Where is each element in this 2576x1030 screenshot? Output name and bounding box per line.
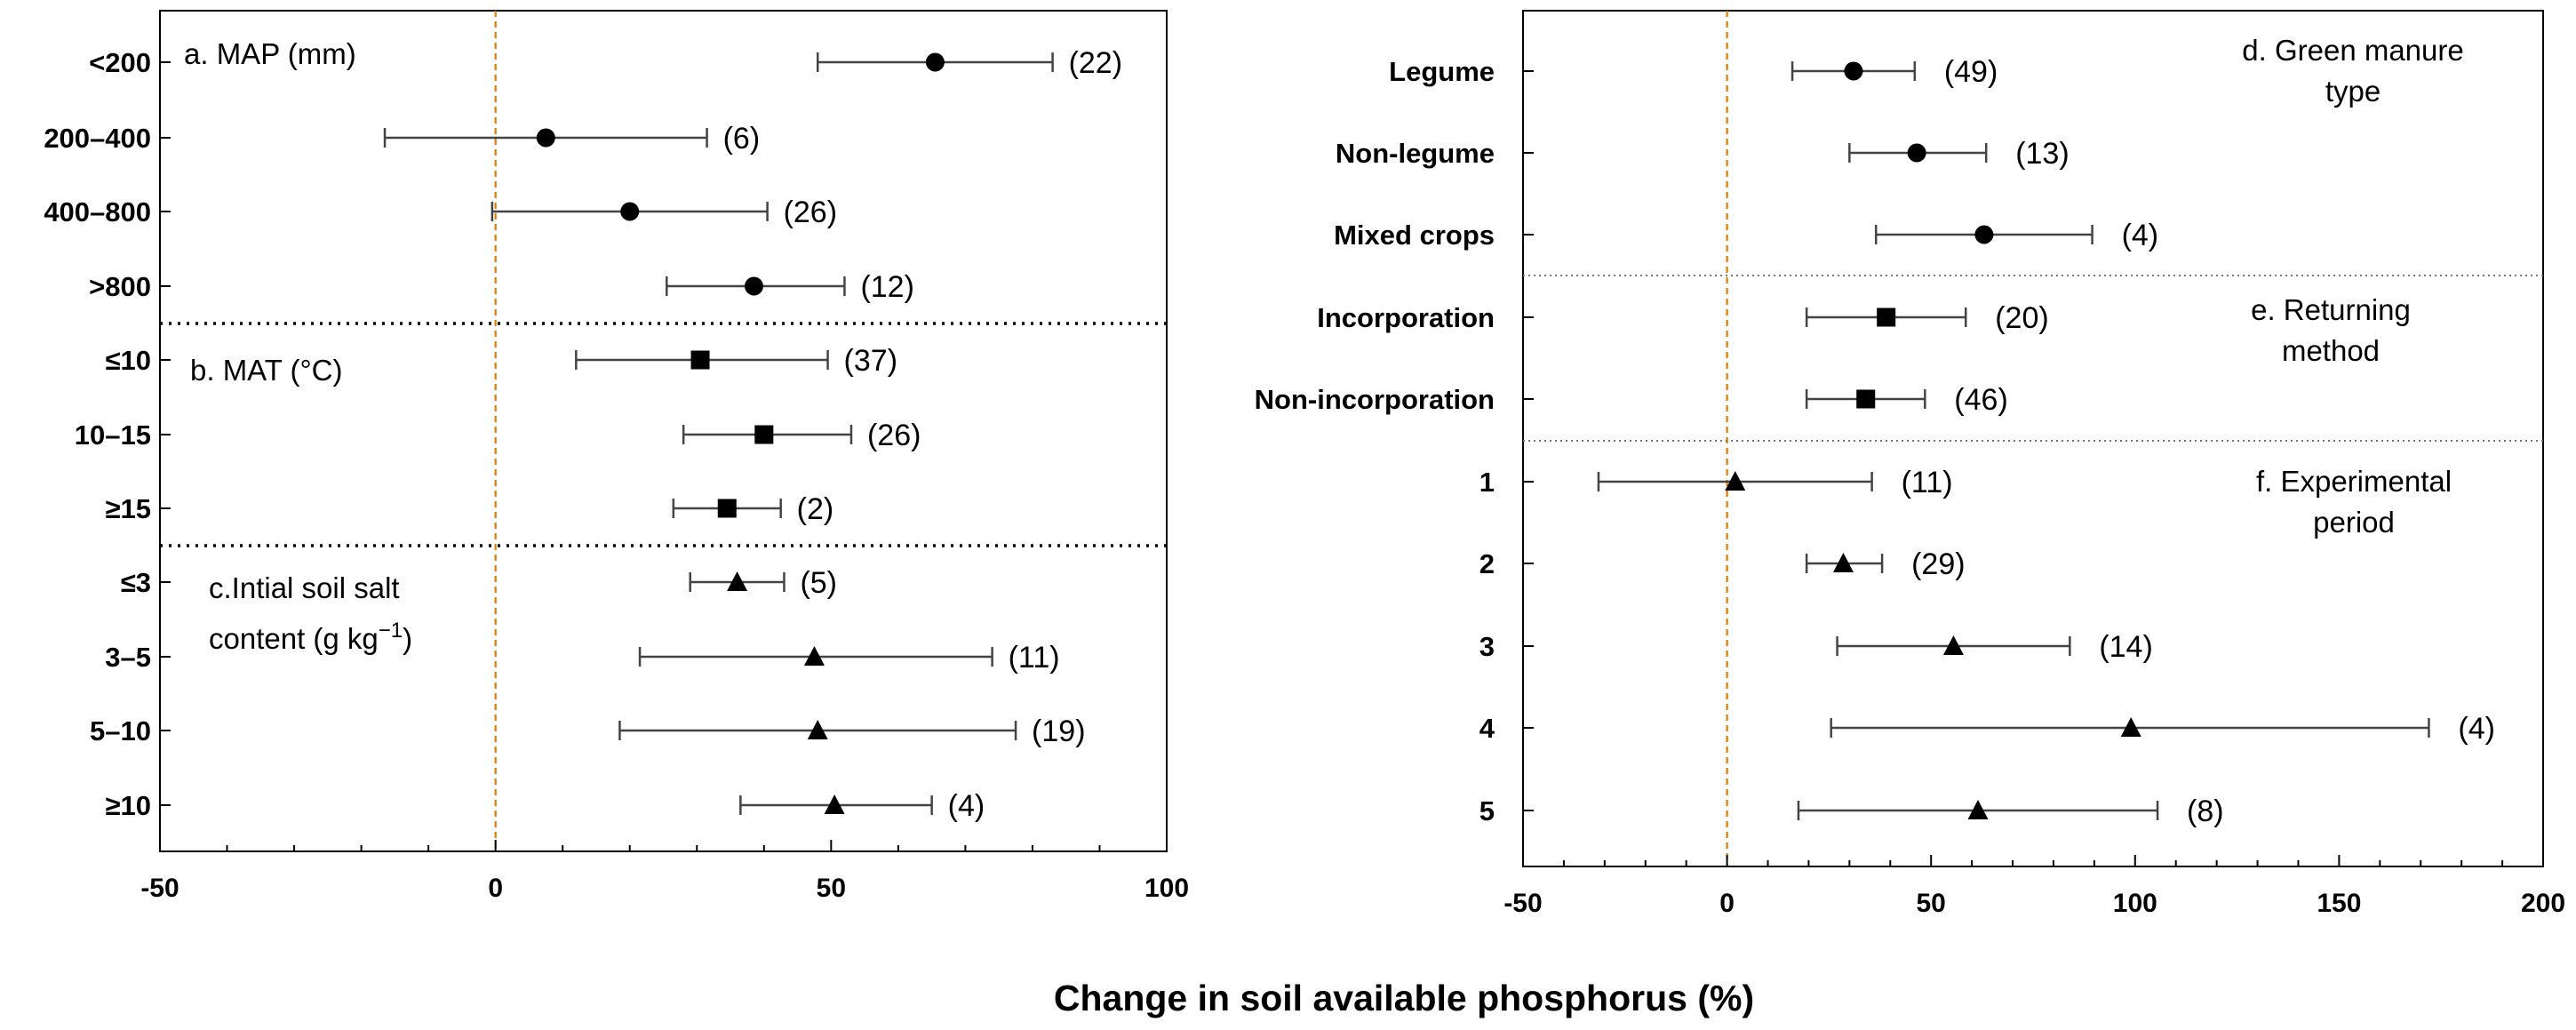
sample-size-label: (26) (784, 196, 837, 229)
panel-right-section-title: method (2282, 334, 2380, 367)
sample-size-label: (46) (1954, 383, 2007, 417)
panel-left-section-title: b. MAT (°C) (190, 354, 342, 387)
sample-size-label: (11) (1009, 641, 1060, 675)
data-point-square (690, 350, 710, 370)
data-point-triangle (807, 720, 828, 739)
panel-left-y-label: >800 (89, 271, 151, 302)
panel-right-y-label: Non-incorporation (1255, 384, 1495, 415)
panel-left-y-label: ≥10 (106, 790, 152, 821)
sample-size-label: (4) (2458, 712, 2495, 746)
sample-size-label: (6) (723, 122, 761, 156)
data-point-square (1877, 307, 1896, 327)
panel-right-section-title: period (2313, 506, 2395, 539)
sample-size-label: (13) (2015, 137, 2069, 171)
panel-left-y-label: 200–400 (44, 123, 151, 154)
sample-size-label: (20) (1995, 301, 2048, 335)
suffix: ) (403, 622, 412, 655)
panel-right-frame (1522, 10, 2544, 867)
panel-right-y-label: 5 (1479, 795, 1495, 826)
data-point-triangle (1942, 635, 1964, 655)
panel-right-y-label: Non-legume (1336, 138, 1495, 169)
data-point-circle (1907, 143, 1926, 163)
panel-right-y-label: Mixed crops (1334, 220, 1495, 251)
sample-size-label: (22) (1069, 46, 1122, 80)
panel-left-y-label: <200 (89, 47, 151, 78)
panel-right-section-title: f. Experimental (2256, 465, 2452, 498)
sample-size-label: (14) (2099, 630, 2152, 664)
panel-right-y-label: Legume (1389, 56, 1495, 87)
panel-right-y-label: 4 (1479, 713, 1495, 744)
sample-size-label: (8) (2187, 794, 2224, 828)
sample-size-label: (49) (1944, 55, 1998, 89)
sample-size-label: (29) (1911, 547, 1965, 581)
panel-left-x-tick-label: 100 (1144, 874, 1189, 903)
panel-left-section-title: content (g kg−1) (209, 619, 412, 655)
data-point-triangle (1967, 800, 1989, 819)
data-point-circle (620, 202, 640, 221)
panel-right-x-tick-label: 200 (2521, 889, 2565, 918)
sample-size-label: (37) (844, 344, 897, 378)
panel-right-x-tick-label: 100 (2113, 889, 2157, 918)
panel-left-x-tick-label: 0 (488, 874, 503, 903)
panel-left-y-label: ≥15 (106, 493, 152, 524)
x-axis-title: Change in soil available phosphorus (%) (1054, 978, 1754, 1018)
panel-right-y-label: 1 (1479, 467, 1495, 498)
panel-right-y-label: Incorporation (1317, 302, 1495, 333)
panel-right-section-title: d. Green manure (2242, 34, 2463, 67)
panel-left-y-label: 3–5 (105, 642, 151, 673)
panel-left-frame (159, 10, 1168, 852)
data-point-triangle (824, 794, 845, 814)
data-point-square (717, 499, 737, 518)
data-point-square (1856, 389, 1876, 409)
data-point-square (754, 425, 774, 444)
sample-size-label: (11) (1902, 466, 1953, 499)
data-point-circle (1844, 61, 1863, 81)
superscript: −1 (379, 619, 403, 643)
panel-right-x-tick-label: 50 (1917, 889, 1946, 918)
panel-right-x-tick-label: 150 (2317, 889, 2361, 918)
panel-left-section-title: a. MAP (mm) (184, 37, 356, 70)
panel-left-y-label: ≤3 (121, 567, 151, 598)
data-point-circle (536, 128, 555, 148)
panel-right-section-title: e. Returning (2251, 293, 2411, 326)
data-point-circle (925, 52, 945, 72)
data-point-circle (1974, 225, 1994, 244)
data-point-triangle (1725, 471, 1746, 491)
sample-size-label: (2) (797, 492, 834, 526)
sample-size-label: (12) (860, 270, 913, 304)
sample-size-label: (5) (800, 566, 837, 600)
panel-right-y-label: 3 (1479, 631, 1495, 662)
data-point-triangle (803, 646, 825, 666)
data-point-triangle (2120, 717, 2141, 737)
panel-right-x-tick-label: 0 (1719, 889, 1735, 918)
panel-right-section-title: type (2325, 75, 2381, 108)
sample-size-label: (19) (1032, 715, 1085, 748)
panel-left-section-title: c.Intial soil salt (209, 571, 400, 604)
sample-size-label: (26) (867, 419, 921, 452)
data-point-circle (744, 276, 763, 296)
panel-right-y-label: 2 (1479, 548, 1495, 579)
panel-left-y-label: ≤10 (106, 345, 152, 376)
sample-size-label: (4) (2122, 219, 2159, 252)
data-point-triangle (1832, 553, 1854, 572)
panel-left-x-tick-label: 50 (817, 874, 846, 903)
panel-left-y-label: 10–15 (75, 419, 151, 451)
data-point-triangle (727, 571, 748, 591)
panel-right-x-tick-label: -50 (1503, 889, 1542, 918)
panel-left-y-label: 400–800 (44, 196, 151, 228)
panel-left-x-tick-label: -50 (140, 874, 179, 903)
panel-left-y-label: 5–10 (90, 715, 151, 747)
sample-size-label: (4) (948, 789, 985, 823)
